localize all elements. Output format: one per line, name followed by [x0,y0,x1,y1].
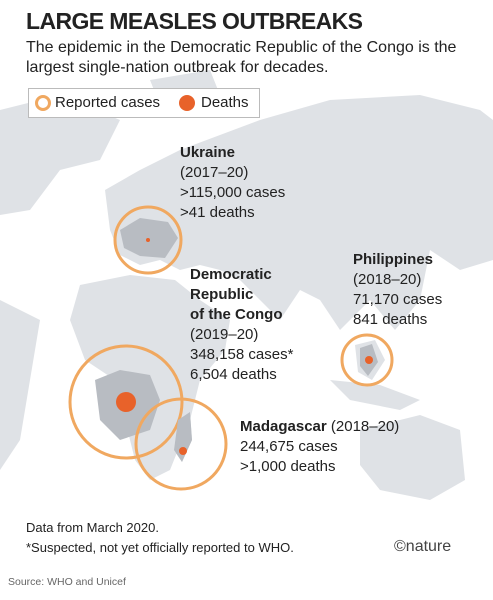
source: Source: WHO and Unicef [8,576,126,588]
name: Madagascar [240,418,327,435]
name: Philippines [353,251,434,268]
period: (2017–20) [180,164,249,181]
subtitle: The epidemic in the Democratic Republic … [26,39,457,76]
period: (2018–20) [353,271,422,288]
name: Democratic [190,266,272,283]
title: LARGE MEASLES OUTBREAKS [26,8,363,34]
legend: Reported cases Deaths [28,88,260,118]
legend-cases: Reported cases [55,94,161,111]
deaths: >1,000 deaths [240,458,336,475]
markers [68,205,394,491]
note: *Suspected, not yet officially reported … [26,540,294,555]
name: Republic [190,286,254,303]
cases: 71,170 cases [353,291,443,308]
name: Ukraine [180,144,236,161]
drc-label: Democratic Republic of the Congo (2019–2… [190,265,293,385]
footnotes: Data from March 2020. *Suspected, not ye… [26,518,294,558]
cases: 348,158 cases* [190,346,294,363]
note: Data from March 2020. [26,520,159,535]
deaths: >41 deaths [180,204,255,221]
deaths: 6,504 deaths [190,366,277,383]
credit: ©nature [394,538,452,555]
cases: 244,675 cases [240,438,338,455]
deaths: 841 deaths [353,311,428,328]
cases: >115,000 cases [180,184,286,201]
philippines-label: Philippines (2018–20) 71,170 cases 841 d… [353,250,442,330]
legend-deaths: Deaths [201,94,249,111]
legend-icons [35,95,195,111]
ukraine-label: Ukraine (2017–20) >115,000 cases >41 dea… [180,143,285,223]
period: (2018–20) [330,418,400,435]
period: (2019–20) [190,326,259,343]
madagascar-label: Madagascar (2018–20) 244,675 cases >1,00… [240,417,399,477]
name: of the Congo [190,306,283,323]
